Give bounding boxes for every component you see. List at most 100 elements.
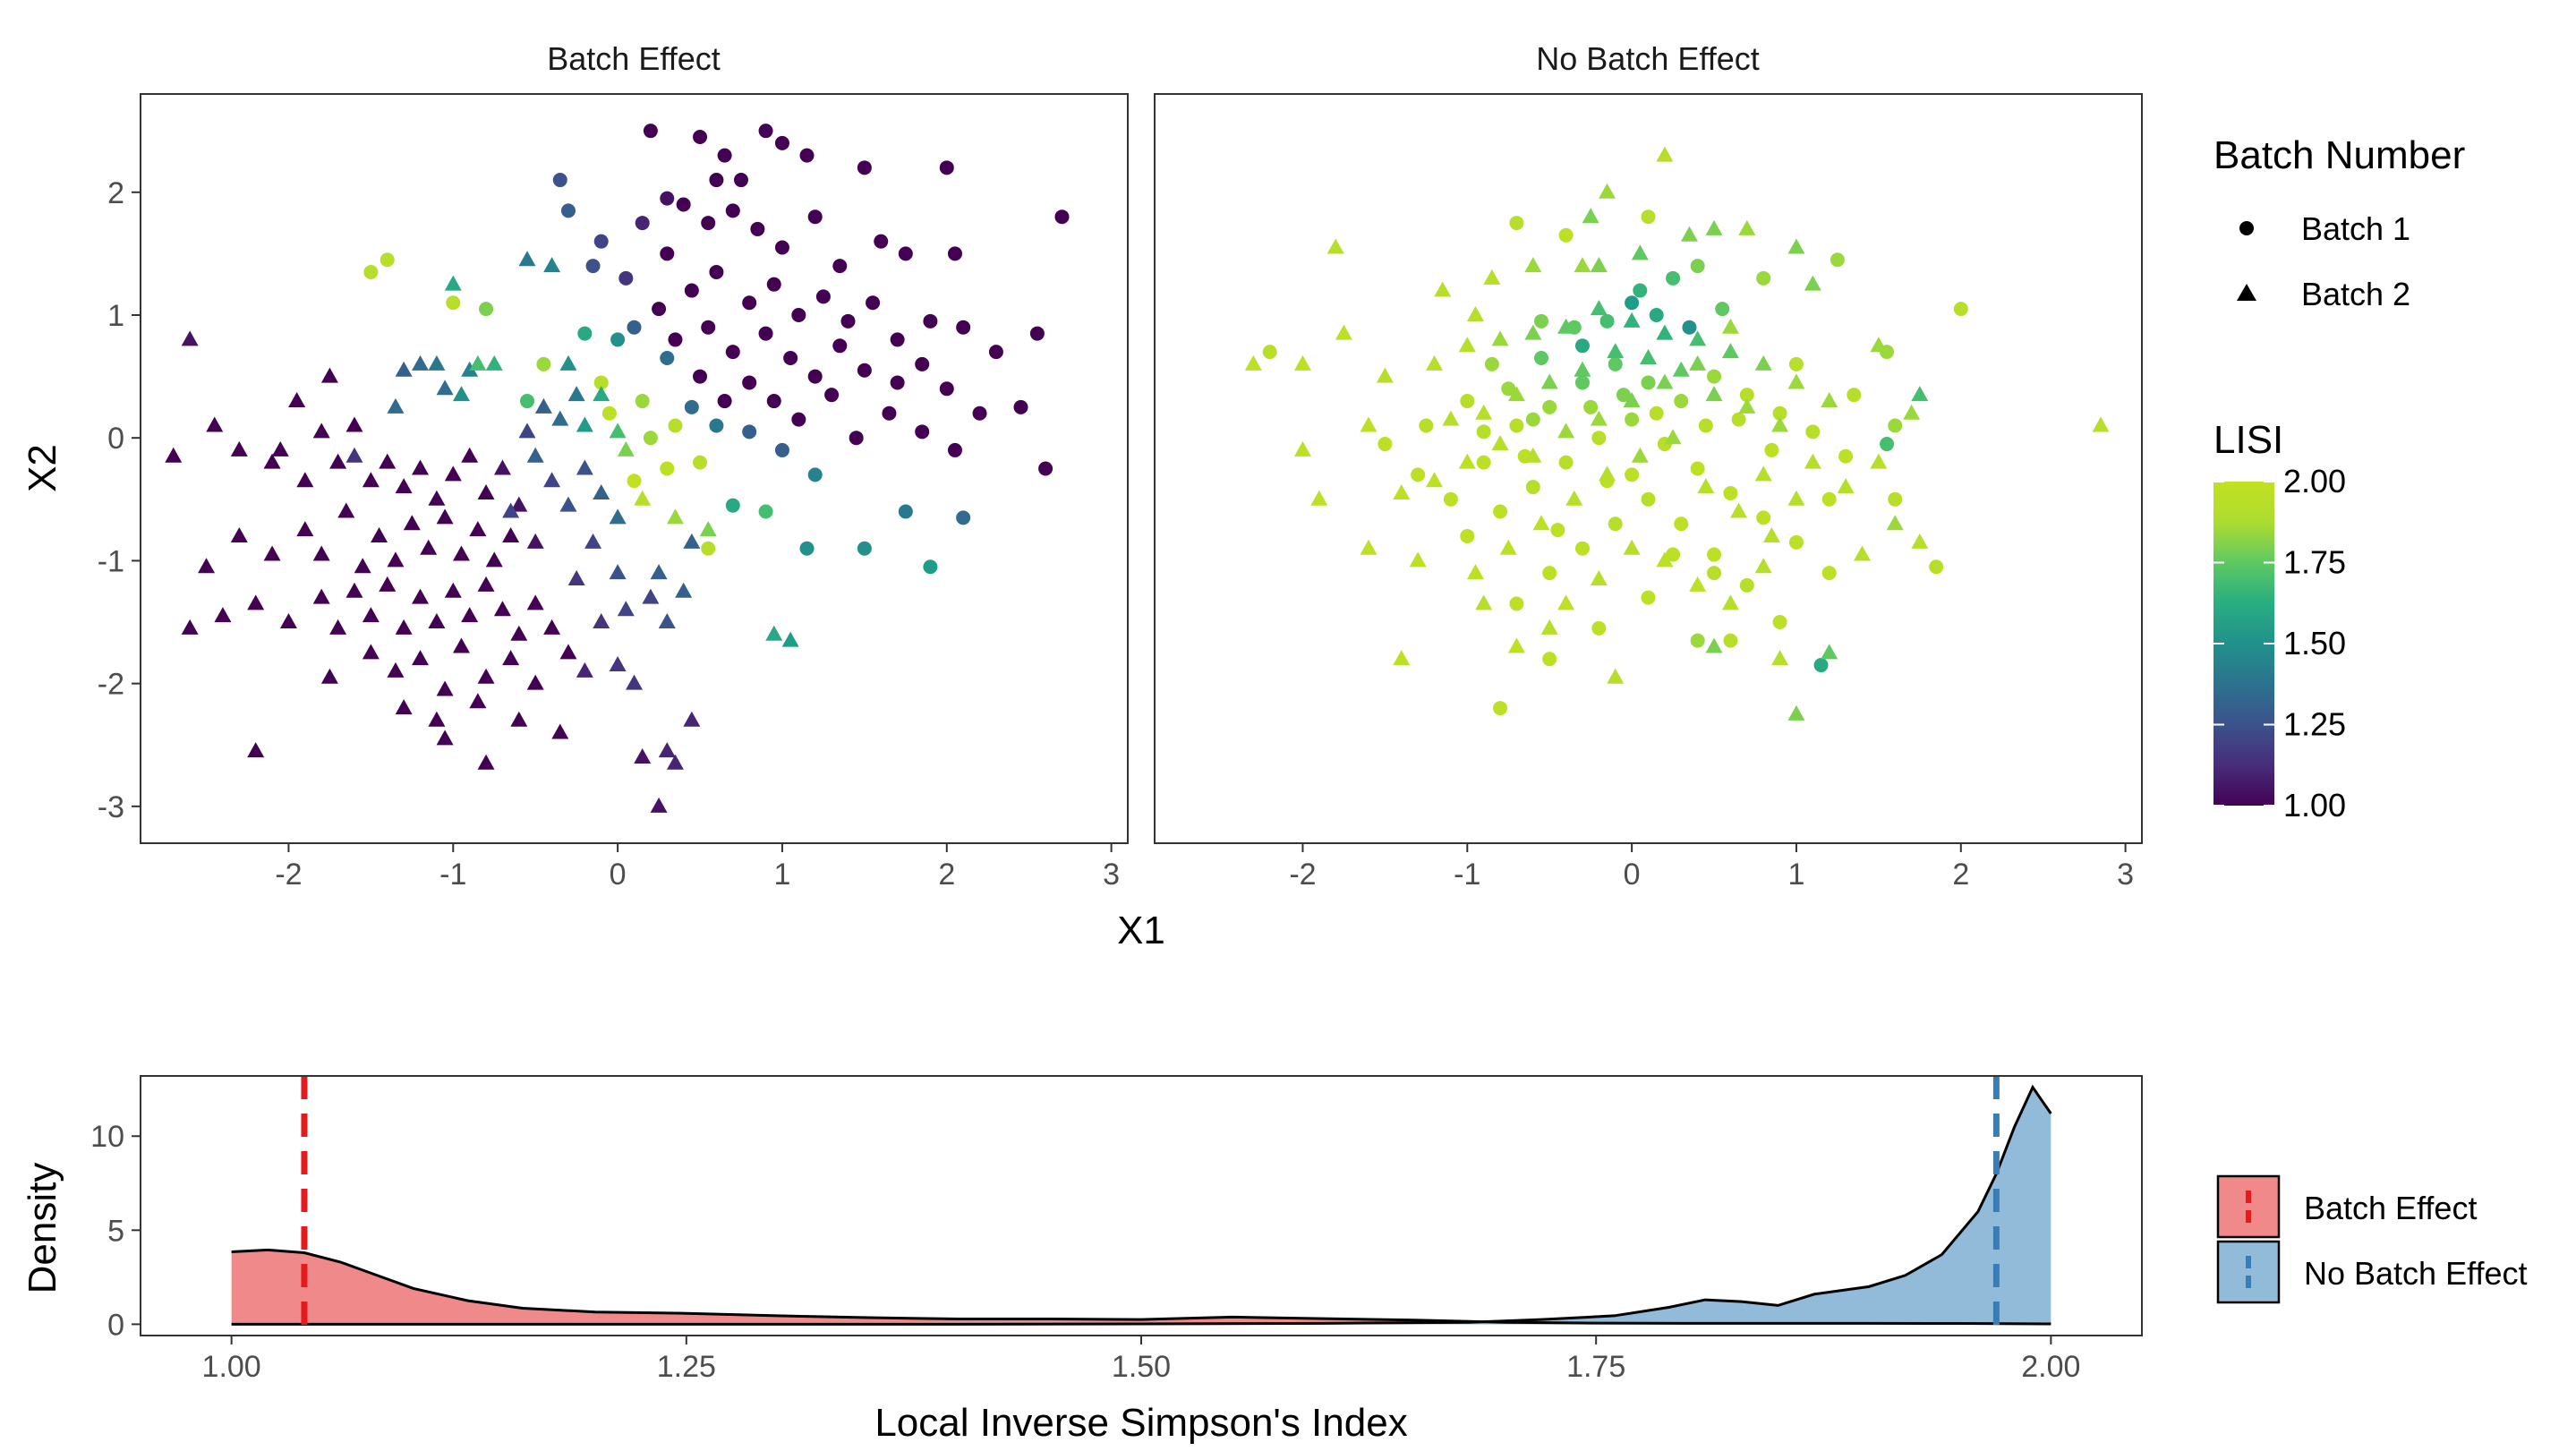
point-batch-2 — [593, 386, 610, 402]
density-y-tick-label: 5 — [107, 1214, 124, 1248]
point-batch-1 — [1723, 633, 1738, 648]
point-batch-1 — [807, 369, 823, 384]
point-batch-2 — [387, 397, 405, 414]
point-batch-2 — [1656, 373, 1674, 389]
point-batch-1 — [643, 431, 658, 446]
point-batch-2 — [502, 502, 520, 518]
point-batch-1 — [766, 277, 781, 292]
point-batch-1 — [742, 375, 757, 390]
point-batch-2 — [181, 330, 199, 346]
point-batch-2 — [198, 558, 216, 574]
point-batch-2 — [1853, 545, 1871, 561]
point-batch-2 — [379, 453, 397, 469]
point-batch-1 — [733, 173, 748, 188]
point-batch-2 — [181, 619, 199, 635]
point-batch-1 — [1583, 399, 1599, 414]
point-batch-1 — [840, 313, 856, 329]
point-batch-1 — [577, 326, 593, 341]
point-batch-2 — [329, 619, 347, 635]
density-x-axis-title: Local Inverse Simpson's Index — [874, 1401, 1407, 1445]
point-batch-1 — [363, 264, 379, 279]
point-batch-1 — [874, 234, 889, 249]
point-batch-2 — [1244, 354, 1262, 371]
point-batch-2 — [1804, 275, 1821, 291]
point-batch-2 — [485, 551, 503, 568]
density-x-axis: 1.00 1.25 1.50 1.75 2.00 — [202, 1336, 2080, 1384]
point-batch-1 — [1690, 633, 1705, 648]
density-curve-no-batch-effect — [231, 1084, 2052, 1326]
point-batch-1 — [1625, 412, 1640, 427]
colorbar-ticks: 2.00 1.75 1.50 1.25 1.00 — [2213, 463, 2346, 824]
point-batch-2 — [1787, 238, 1805, 254]
point-batch-2 — [502, 650, 520, 666]
point-batch-1 — [1690, 259, 1705, 274]
point-batch-1 — [972, 405, 987, 421]
point-batch-2 — [617, 440, 635, 457]
point-batch-1 — [1682, 320, 1697, 335]
point-batch-2 — [576, 661, 593, 678]
point-batch-2 — [1754, 354, 1772, 371]
x-tick-label: 0 — [1624, 858, 1641, 892]
point-batch-2 — [461, 447, 479, 463]
point-batch-2 — [1590, 410, 1608, 426]
point-batch-1 — [1501, 381, 1516, 397]
point-batch-2 — [371, 526, 388, 542]
point-batch-2 — [263, 453, 281, 469]
point-batch-1 — [898, 246, 913, 261]
point-batch-2 — [1631, 447, 1649, 463]
colorbar-tick-label: 1.50 — [2283, 625, 2346, 661]
point-batch-2 — [477, 754, 495, 770]
point-batch-2 — [312, 588, 330, 604]
point-batch-1 — [1616, 388, 1631, 403]
point-batch-2 — [1623, 312, 1641, 328]
x-tick-label: 0 — [610, 858, 627, 892]
point-batch-1 — [1788, 534, 1804, 550]
point-batch-2 — [412, 354, 430, 371]
point-batch-2 — [658, 613, 676, 629]
point-batch-2 — [337, 502, 355, 518]
point-batch-1 — [1525, 480, 1540, 495]
point-batch-2 — [1293, 440, 1311, 457]
point-batch-1 — [1460, 528, 1475, 543]
point-batch-1 — [560, 203, 576, 218]
point-batch-2 — [666, 508, 684, 525]
point-batch-1 — [1649, 405, 1664, 421]
point-batch-1 — [915, 356, 930, 371]
point-batch-1 — [1054, 209, 1070, 225]
point-batch-2 — [1886, 515, 1904, 531]
legend-triangle-marker — [2237, 284, 2256, 301]
point-batch-1 — [635, 394, 650, 409]
point-batch-1 — [701, 320, 716, 335]
point-batch-2 — [345, 582, 363, 598]
point-batch-1 — [1772, 615, 1787, 630]
point-batch-2 — [1393, 650, 1411, 666]
point-batch-1 — [799, 541, 815, 556]
point-batch-1 — [1821, 566, 1837, 581]
point-batch-1 — [618, 270, 634, 286]
point-batch-1 — [446, 295, 461, 311]
x-tick-label: -1 — [439, 858, 466, 892]
legend-key-no-batch-effect — [2216, 1240, 2281, 1304]
point-batch-1 — [774, 442, 789, 457]
colorbar-tick-label: 1.25 — [2283, 706, 2346, 743]
point-batch-2 — [263, 545, 281, 561]
point-batch-1 — [593, 234, 609, 249]
point-batch-2 — [1466, 305, 1484, 321]
point-batch-1 — [1625, 295, 1640, 311]
point-batch-1 — [758, 124, 773, 139]
point-batch-2 — [1787, 704, 1805, 721]
point-batch-2 — [781, 631, 799, 647]
point-batch-1 — [766, 394, 781, 409]
point-batch-2 — [1870, 337, 1888, 353]
point-batch-2 — [1804, 453, 1821, 469]
density-x-tick-label: 1.25 — [657, 1350, 716, 1384]
x-tick-label: 2 — [1952, 858, 1969, 892]
point-batch-2 — [1689, 576, 1707, 592]
point-batch-1 — [832, 259, 848, 274]
point-batch-1 — [668, 418, 683, 433]
point-batch-2 — [593, 483, 610, 499]
point-batch-2 — [395, 619, 413, 635]
point-batch-1 — [1542, 566, 1557, 581]
point-batch-2 — [1870, 453, 1888, 469]
point-batch-2 — [1557, 594, 1575, 610]
